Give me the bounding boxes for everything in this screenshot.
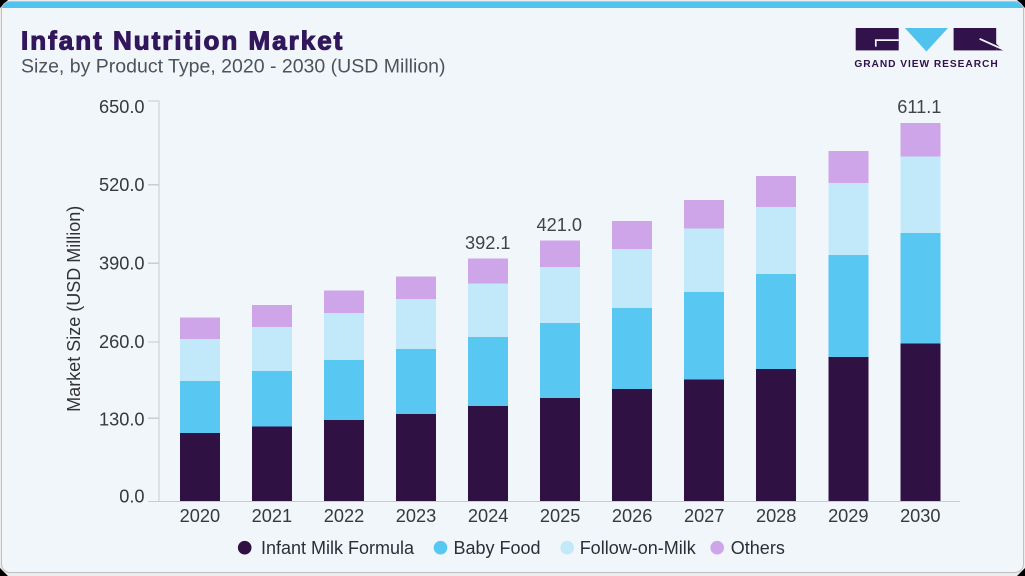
svg-text:0.0: 0.0 bbox=[119, 486, 144, 506]
svg-text:2022: 2022 bbox=[324, 506, 364, 526]
svg-text:Others: Others bbox=[731, 538, 785, 558]
svg-text:130.0: 130.0 bbox=[99, 410, 145, 430]
svg-text:650.0: 650.0 bbox=[99, 97, 145, 117]
svg-text:2030: 2030 bbox=[900, 506, 940, 526]
svg-text:2027: 2027 bbox=[684, 506, 724, 526]
svg-text:Market Size (USD Million): Market Size (USD Million) bbox=[64, 206, 84, 412]
svg-text:2028: 2028 bbox=[756, 506, 796, 526]
svg-text:392.1: 392.1 bbox=[465, 233, 511, 253]
svg-text:611.1: 611.1 bbox=[897, 97, 941, 117]
svg-text:GRAND VIEW RESEARCH: GRAND VIEW RESEARCH bbox=[854, 59, 998, 70]
svg-text:2025: 2025 bbox=[540, 506, 580, 526]
svg-text:520.0: 520.0 bbox=[99, 175, 145, 195]
svg-text:2023: 2023 bbox=[396, 506, 436, 526]
svg-text:Size, by Product Type, 2020 -: Size, by Product Type, 2020 - 2030 (USD … bbox=[21, 56, 446, 78]
svg-text:Follow-on-Milk: Follow-on-Milk bbox=[580, 538, 697, 558]
svg-text:2020: 2020 bbox=[180, 506, 220, 526]
svg-text:260.0: 260.0 bbox=[99, 332, 145, 352]
svg-text:2021: 2021 bbox=[252, 506, 292, 526]
svg-text:2029: 2029 bbox=[828, 506, 868, 526]
svg-text:Baby Food: Baby Food bbox=[454, 538, 541, 558]
svg-text:421.0: 421.0 bbox=[537, 215, 583, 235]
svg-text:Infant Nutrition Market: Infant Nutrition Market bbox=[21, 26, 344, 56]
svg-text:Infant Milk Formula: Infant Milk Formula bbox=[261, 538, 415, 558]
svg-text:2026: 2026 bbox=[612, 506, 652, 526]
svg-text:2024: 2024 bbox=[468, 506, 508, 526]
svg-text:390.0: 390.0 bbox=[99, 254, 145, 274]
